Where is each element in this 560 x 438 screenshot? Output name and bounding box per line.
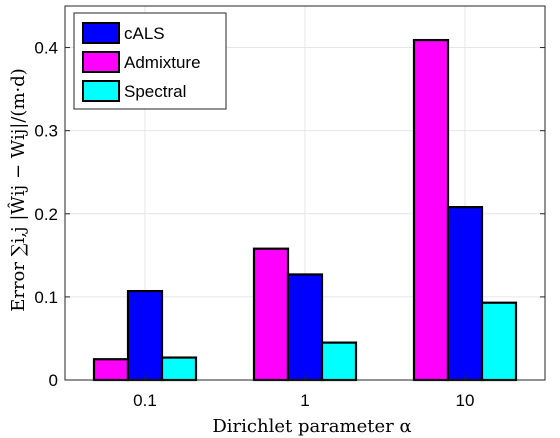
y-axis-label: Error ∑i,j |Ŵij − Wij|/(m·d): [6, 68, 29, 312]
bar-cals-0.1: [126, 289, 164, 382]
y-tick-label: 0: [49, 371, 58, 390]
bar-spectral-10: [480, 301, 518, 382]
bar-spectral-1: [320, 341, 358, 382]
legend-label-admixture: Admixture: [124, 53, 201, 72]
y-tick-label: 0.2: [34, 205, 58, 224]
x-axis-label: Dirichlet parameter α: [212, 416, 411, 437]
bar-admixture-1: [252, 247, 290, 382]
bar-admixture-10: [412, 38, 450, 382]
y-axis-ticks: 0 0.1 0.2 0.3 0.4: [34, 39, 545, 390]
bar-admixture-0.1: [92, 358, 130, 382]
bar-cals-1: [286, 273, 324, 382]
legend-swatch-admixture: [82, 51, 120, 73]
legend-label-cals: cALS: [124, 24, 165, 43]
legend-label-spectral: Spectral: [124, 82, 186, 101]
x-tick-label: 10: [456, 391, 475, 410]
y-tick-label: 0.1: [34, 288, 58, 307]
x-axis-ticks: 0.1 1 10: [133, 375, 474, 410]
legend: cALS Admixture Spectral: [73, 12, 227, 110]
x-tick-label: 0.1: [133, 391, 157, 410]
legend-swatch-spectral: [82, 80, 120, 102]
bar-cals-10: [446, 206, 484, 382]
y-tick-label: 0.3: [34, 122, 58, 141]
y-tick-label: 0.4: [34, 39, 58, 58]
bar-spectral-0.1: [160, 356, 198, 382]
legend-swatch-cals: [82, 22, 120, 44]
x-tick-label: 1: [300, 391, 309, 410]
